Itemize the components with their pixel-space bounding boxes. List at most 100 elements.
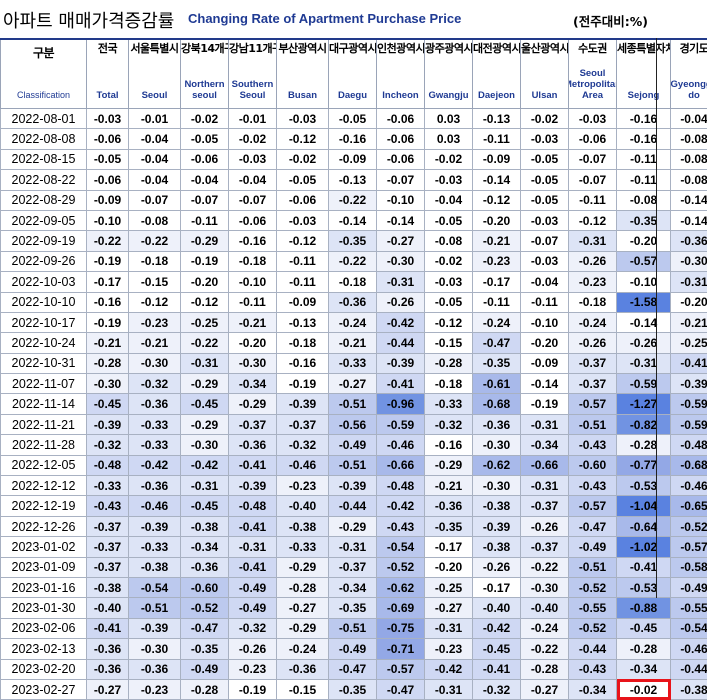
value-cell: -0.88 <box>617 598 671 618</box>
value-cell: -0.06 <box>377 149 425 169</box>
value-cell: -0.52 <box>671 516 707 536</box>
value-cell: -0.30 <box>671 251 707 271</box>
value-cell: -0.31 <box>181 353 229 373</box>
value-cell: -0.22 <box>329 190 377 210</box>
value-cell: -0.38 <box>129 557 181 577</box>
value-cell: -0.54 <box>129 577 181 597</box>
value-cell: -0.05 <box>425 210 473 230</box>
value-cell: -0.06 <box>87 170 129 190</box>
value-cell: -0.46 <box>377 435 425 455</box>
column-header-english: Gyeonggi-do <box>671 56 707 104</box>
value-cell: -0.07 <box>229 190 277 210</box>
value-cell: -0.51 <box>329 455 377 475</box>
value-cell: -0.30 <box>181 435 229 455</box>
value-cell: -0.44 <box>377 333 425 353</box>
value-cell: -0.22 <box>521 639 569 659</box>
column-header-korean: 강남11개구 <box>229 42 276 56</box>
date-cell: 2022-11-07 <box>1 374 87 394</box>
value-cell: -0.04 <box>425 190 473 210</box>
value-cell: -0.19 <box>277 374 329 394</box>
value-cell: -0.10 <box>521 312 569 332</box>
value-cell: -0.35 <box>425 516 473 536</box>
value-cell: -0.03 <box>277 210 329 230</box>
value-cell: -0.29 <box>329 516 377 536</box>
value-cell: -0.47 <box>377 679 425 699</box>
value-cell: -0.55 <box>671 598 707 618</box>
value-cell: -0.18 <box>569 292 617 312</box>
value-cell: -0.35 <box>329 679 377 699</box>
value-cell: -0.03 <box>521 210 569 230</box>
table-row: 2022-08-29-0.09-0.07-0.07-0.07-0.06-0.22… <box>1 190 707 210</box>
value-cell: -0.01 <box>229 109 277 129</box>
date-cell: 2023-01-02 <box>1 537 87 557</box>
value-cell: -0.14 <box>473 170 521 190</box>
value-cell: -0.02 <box>277 149 329 169</box>
date-cell: 2022-11-21 <box>1 414 87 434</box>
value-cell: -0.23 <box>229 659 277 679</box>
value-cell: -0.29 <box>181 374 229 394</box>
value-cell: -0.49 <box>229 598 277 618</box>
value-cell: -0.37 <box>521 496 569 516</box>
value-cell: -0.07 <box>129 190 181 210</box>
value-cell: -0.47 <box>569 516 617 536</box>
value-cell: -0.11 <box>617 170 671 190</box>
value-cell: -0.18 <box>329 272 377 292</box>
column-header-korean: 전국 <box>87 42 128 56</box>
value-cell: -0.35 <box>473 353 521 373</box>
table-row: 2023-02-20-0.36-0.36-0.49-0.23-0.36-0.47… <box>1 659 707 679</box>
value-cell: -0.27 <box>87 679 129 699</box>
value-cell: -0.03 <box>425 170 473 190</box>
date-cell: 2022-11-14 <box>1 394 87 414</box>
value-cell: -0.41 <box>671 353 707 373</box>
value-cell: -0.10 <box>617 272 671 292</box>
value-cell: -0.69 <box>377 598 425 618</box>
value-cell: -0.43 <box>87 496 129 516</box>
table-row: 2022-09-05-0.10-0.08-0.11-0.06-0.03-0.14… <box>1 210 707 230</box>
value-cell: -0.47 <box>329 659 377 679</box>
value-cell: -0.28 <box>277 577 329 597</box>
value-cell: -0.82 <box>617 414 671 434</box>
value-cell: -0.18 <box>277 333 329 353</box>
value-cell: -0.15 <box>425 333 473 353</box>
value-cell: -0.45 <box>181 394 229 414</box>
value-cell: -0.30 <box>521 577 569 597</box>
value-cell: -0.56 <box>329 414 377 434</box>
value-cell: -0.68 <box>473 394 521 414</box>
value-cell: -0.52 <box>181 598 229 618</box>
value-cell: -0.11 <box>521 292 569 312</box>
value-cell: -0.57 <box>377 659 425 679</box>
value-cell: -0.17 <box>473 272 521 292</box>
column-header-korean: 수도권 <box>569 42 616 56</box>
table-row: 2022-10-10-0.16-0.12-0.12-0.11-0.09-0.36… <box>1 292 707 312</box>
value-cell: -0.19 <box>87 251 129 271</box>
value-cell: -0.23 <box>129 679 181 699</box>
value-cell: -0.60 <box>181 577 229 597</box>
value-cell: -0.75 <box>377 618 425 638</box>
value-cell: -0.05 <box>521 149 569 169</box>
value-cell: -0.31 <box>329 537 377 557</box>
column-header-korean: 세종특별자치시 <box>617 42 670 56</box>
value-cell: -0.08 <box>425 231 473 251</box>
value-cell: -0.27 <box>521 679 569 699</box>
table-row: 2022-08-01-0.03-0.01-0.02-0.01-0.03-0.05… <box>1 109 707 129</box>
value-cell: -0.21 <box>87 333 129 353</box>
value-cell: -0.39 <box>87 414 129 434</box>
value-cell: -0.08 <box>617 190 671 210</box>
value-cell: -0.36 <box>181 557 229 577</box>
value-cell: -0.36 <box>129 476 181 496</box>
value-cell: -0.35 <box>181 639 229 659</box>
date-cell: 2022-10-10 <box>1 292 87 312</box>
value-cell: -0.07 <box>181 190 229 210</box>
date-cell: 2022-08-15 <box>1 149 87 169</box>
value-cell: -0.32 <box>473 679 521 699</box>
value-cell: -0.54 <box>377 537 425 557</box>
column-header: 강북14개구Northern seoul <box>181 39 229 109</box>
value-cell: -0.25 <box>425 577 473 597</box>
value-cell: -0.08 <box>671 149 707 169</box>
value-cell: -0.33 <box>329 353 377 373</box>
value-cell: -0.58 <box>671 557 707 577</box>
value-cell: -0.12 <box>569 210 617 230</box>
